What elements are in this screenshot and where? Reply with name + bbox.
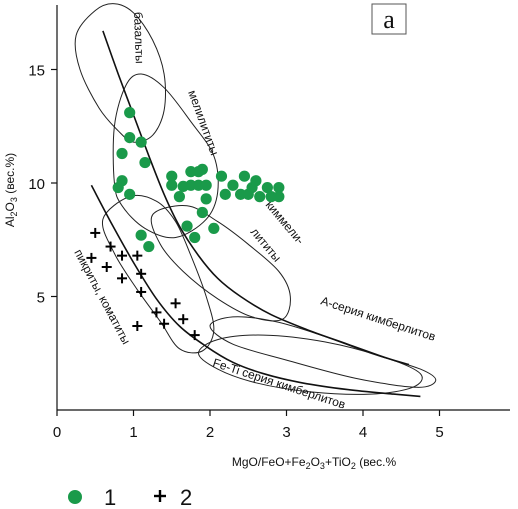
data-point-circle	[250, 175, 262, 187]
data-point-circle	[273, 191, 285, 203]
data-point-plus	[117, 273, 128, 284]
data-point-circle	[124, 188, 136, 200]
y-tick-label: 10	[28, 176, 45, 193]
data-point-circle	[166, 179, 178, 191]
data-point-circle	[124, 132, 136, 144]
data-point-circle	[273, 181, 285, 194]
data-point-circle	[238, 170, 251, 182]
x-tick-label: 2	[206, 424, 214, 441]
data-point-plus	[86, 252, 97, 263]
x-tick-label: 4	[359, 424, 367, 441]
data-point-circle	[235, 188, 247, 200]
field-outline-3	[209, 316, 437, 388]
data-point-plus	[159, 318, 170, 329]
data-point-circle	[196, 163, 208, 175]
data-point-plus	[117, 250, 128, 261]
x-tick-label: 1	[129, 424, 137, 441]
field-outline-0	[74, 3, 167, 143]
field-label-basalts: базальты	[131, 12, 147, 64]
data-point-circle	[181, 220, 193, 232]
boundary-line-0	[102, 30, 410, 366]
field-outline-2	[150, 205, 291, 322]
x-tick-label: 3	[282, 424, 290, 441]
data-point-circle	[135, 229, 147, 241]
data-point-circle	[254, 191, 266, 203]
data-point-plus	[136, 268, 147, 279]
data-point-plus	[101, 261, 112, 272]
data-points	[86, 107, 285, 341]
data-point-circle	[135, 136, 147, 148]
legend-marker-circle	[68, 490, 82, 504]
field-outline-1	[112, 73, 219, 239]
data-point-plus	[132, 321, 143, 332]
data-point-circle	[185, 166, 197, 178]
data-point-circle	[185, 179, 197, 191]
panel-label: а	[383, 5, 395, 34]
data-point-circle	[139, 156, 151, 169]
field-outline-5	[101, 194, 215, 354]
legend-label-1: 1	[104, 485, 116, 509]
axis-ticks: 0 1 2 3 4 5 5 10 15	[28, 63, 443, 442]
data-point-circle	[265, 191, 277, 203]
field-label-melilitites: мелилититы	[185, 88, 222, 157]
data-point-circle	[166, 170, 178, 182]
data-point-plus	[105, 241, 116, 252]
data-point-plus	[132, 250, 143, 261]
x-tick-label: 5	[435, 424, 443, 441]
data-point-circle	[196, 206, 208, 219]
legend: 1 2	[68, 485, 192, 509]
data-point-circle	[189, 231, 201, 244]
y-tick-label: 5	[37, 290, 45, 307]
data-point-circle	[124, 107, 136, 119]
legend-label-2: 2	[180, 485, 192, 509]
data-point-plus	[151, 307, 162, 318]
boundary-lines	[90, 30, 421, 398]
field-outlines	[74, 3, 437, 395]
field-label-fe-ti-series: Fe-Ti серия кимберлитов	[211, 356, 347, 412]
data-point-plus	[178, 314, 189, 325]
data-point-circle	[200, 193, 212, 205]
data-point-plus	[189, 330, 200, 341]
legend-marker-plus	[154, 490, 166, 502]
data-point-circle	[173, 191, 185, 203]
x-axis-label: MgO/FeO+Fe2O3+TiO2 (вес.%	[232, 455, 397, 471]
panel-label-box: а	[371, 3, 407, 35]
y-tick-label: 15	[28, 63, 45, 80]
axes	[56, 5, 510, 411]
data-point-circle	[227, 179, 239, 191]
data-point-circle	[112, 181, 124, 194]
data-point-circle	[200, 179, 212, 191]
data-point-circle	[261, 181, 273, 194]
field-label-a-series: А-серия кимберлитов	[319, 294, 437, 344]
data-point-plus	[136, 286, 147, 297]
data-point-circle	[192, 179, 205, 191]
data-point-circle	[215, 170, 228, 182]
field-outline-4	[197, 334, 423, 395]
data-point-plus	[170, 298, 181, 309]
field-label-picrites: пикриты, коматиты	[71, 247, 133, 347]
data-point-circle	[219, 188, 231, 200]
boundary-line-1	[90, 184, 421, 398]
data-point-circle	[143, 240, 155, 253]
data-point-circle	[116, 147, 128, 160]
y-axis-label: Al2O3 (вес.%)	[3, 153, 19, 227]
data-point-circle	[208, 222, 220, 234]
data-point-plus	[90, 227, 101, 238]
x-tick-label: 0	[53, 424, 61, 441]
